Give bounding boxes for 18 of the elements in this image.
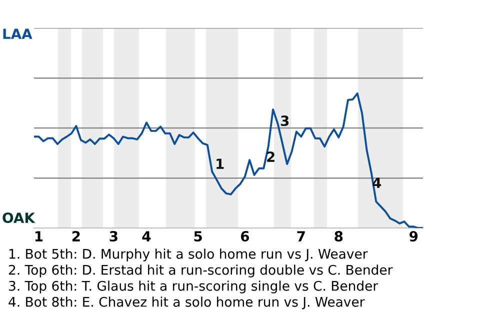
annotation: 3 <box>280 116 289 126</box>
x-tick-label: 8 <box>334 231 343 242</box>
x-tick-label: 6 <box>240 231 249 242</box>
annotation: 1 <box>216 158 224 169</box>
annotation: 2 <box>267 152 274 162</box>
x-tick-label: 2 <box>72 231 80 242</box>
x-tick-label: 1 <box>35 231 43 242</box>
x-tick-label: 5 <box>194 231 202 242</box>
annotation: OAK <box>2 212 36 224</box>
x-tick-label: 4 <box>142 231 151 242</box>
text: 4. Bot 8th: E. Chavez hit a solo home run vs J. Weaver <box>8 296 365 310</box>
text: LAA <box>3 28 32 39</box>
text: 3. Top 6th: T. Glaus hit a run-scoring single vs C. Bender <box>9 280 378 294</box>
x-tick-label: 9 <box>410 231 418 242</box>
x-tick-label: 7 <box>297 231 305 242</box>
text: 1. Bot 5th: D. Murphy hit a solo home run vs J. Weaver <box>9 248 368 262</box>
x-tick-label: 3 <box>110 231 118 242</box>
text: 2. Top 6th: D. Erstad hit a run-scoring double vs C. Bender <box>8 264 393 278</box>
